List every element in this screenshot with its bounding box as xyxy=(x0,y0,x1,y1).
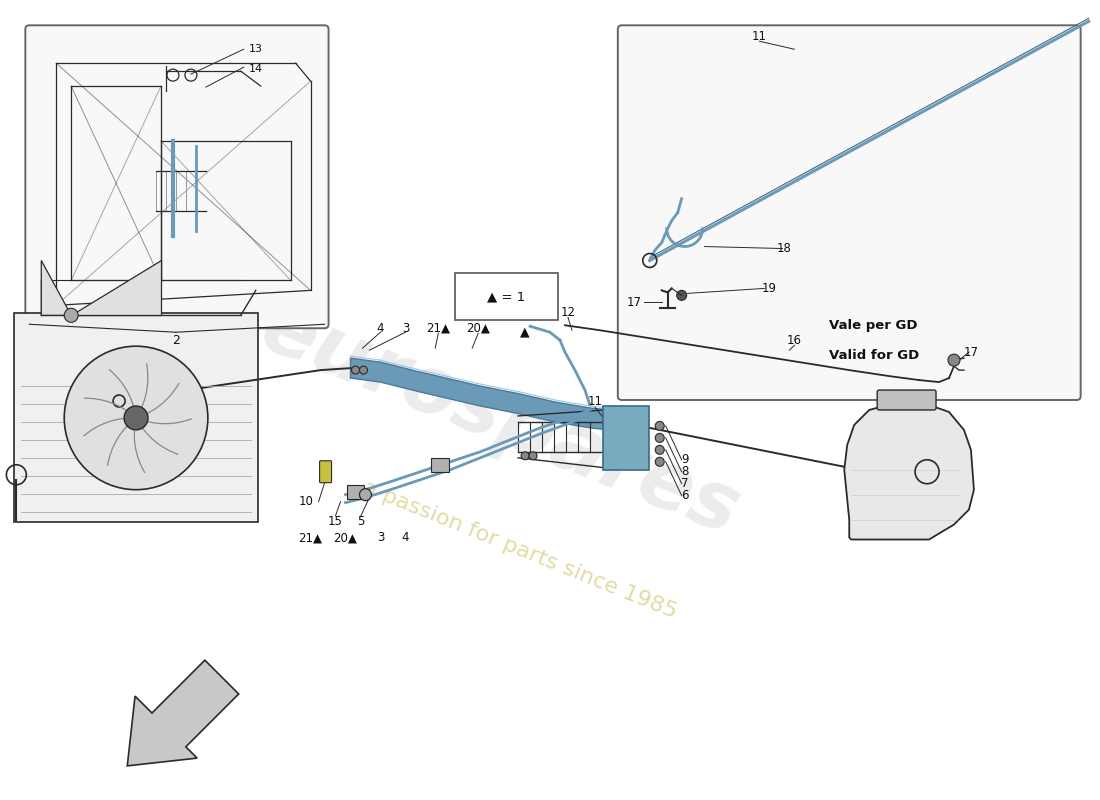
Circle shape xyxy=(360,366,367,374)
Text: eurospares: eurospares xyxy=(250,289,750,551)
FancyBboxPatch shape xyxy=(603,406,649,470)
Text: 17: 17 xyxy=(964,346,978,358)
Text: 10: 10 xyxy=(298,495,314,508)
Text: 2: 2 xyxy=(172,334,180,346)
Text: Valid for GD: Valid for GD xyxy=(829,349,920,362)
FancyBboxPatch shape xyxy=(14,314,257,522)
Circle shape xyxy=(656,458,664,466)
Text: 3: 3 xyxy=(376,531,384,544)
Circle shape xyxy=(529,452,537,460)
FancyBboxPatch shape xyxy=(455,274,558,320)
Text: 5: 5 xyxy=(356,515,364,528)
Text: 4: 4 xyxy=(402,531,409,544)
Polygon shape xyxy=(72,261,161,315)
Circle shape xyxy=(676,290,686,300)
Text: a passion for parts since 1985: a passion for parts since 1985 xyxy=(360,477,680,622)
Polygon shape xyxy=(845,402,974,539)
Text: 11: 11 xyxy=(752,30,767,42)
Polygon shape xyxy=(42,261,72,315)
Text: ▲: ▲ xyxy=(520,326,530,338)
Text: 3: 3 xyxy=(402,322,409,334)
Text: 4: 4 xyxy=(376,322,384,334)
Text: 17: 17 xyxy=(627,296,641,309)
FancyBboxPatch shape xyxy=(320,461,331,482)
Polygon shape xyxy=(351,358,609,430)
Circle shape xyxy=(64,308,78,322)
Text: 18: 18 xyxy=(777,242,792,255)
Text: 7: 7 xyxy=(681,478,689,490)
Text: 16: 16 xyxy=(786,334,802,346)
Circle shape xyxy=(352,366,360,374)
Text: 15: 15 xyxy=(328,515,343,528)
Text: ▲ = 1: ▲ = 1 xyxy=(487,290,526,303)
FancyBboxPatch shape xyxy=(346,485,364,498)
Text: 12: 12 xyxy=(561,306,575,319)
Circle shape xyxy=(948,354,960,366)
Text: 6: 6 xyxy=(681,489,689,502)
Polygon shape xyxy=(128,660,239,766)
Text: 20▲: 20▲ xyxy=(466,322,491,334)
Text: 14: 14 xyxy=(249,64,263,74)
Text: 21▲: 21▲ xyxy=(427,322,450,334)
Text: 13: 13 xyxy=(249,44,263,54)
Text: Vale per GD: Vale per GD xyxy=(829,318,917,332)
FancyBboxPatch shape xyxy=(877,390,936,410)
Text: 19: 19 xyxy=(762,282,777,295)
Circle shape xyxy=(124,406,148,430)
Text: 21▲: 21▲ xyxy=(298,531,322,544)
FancyBboxPatch shape xyxy=(618,26,1080,400)
Circle shape xyxy=(64,346,208,490)
Circle shape xyxy=(360,489,372,501)
Text: 9: 9 xyxy=(681,454,689,466)
Circle shape xyxy=(656,446,664,454)
FancyBboxPatch shape xyxy=(25,26,329,328)
Text: 8: 8 xyxy=(681,466,689,478)
Text: 20▲: 20▲ xyxy=(333,531,358,544)
Circle shape xyxy=(521,452,529,460)
Circle shape xyxy=(656,434,664,442)
FancyBboxPatch shape xyxy=(431,458,449,472)
Circle shape xyxy=(656,422,664,430)
Text: 11: 11 xyxy=(587,395,603,409)
